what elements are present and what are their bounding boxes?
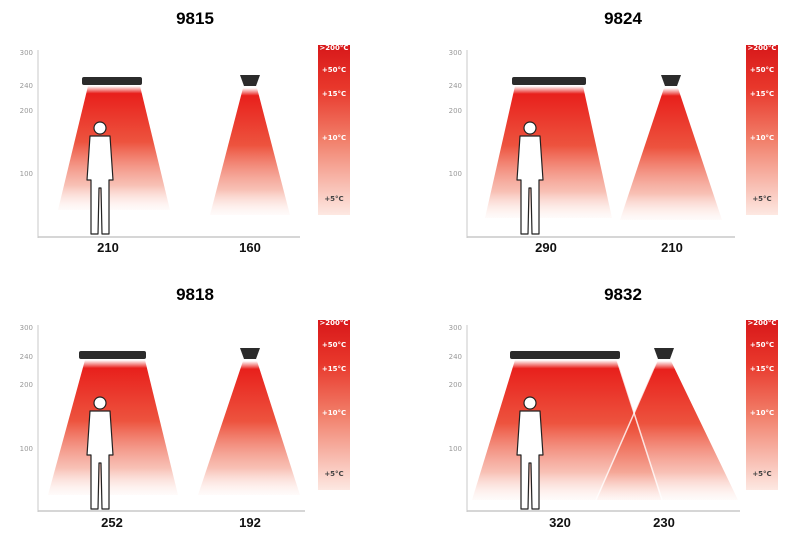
y-tick-label: 100 (20, 445, 33, 453)
width-label: 290 (535, 240, 557, 255)
temperature-gradient-bar (318, 320, 350, 490)
temperature-scale: >200°C +50°C +15°C +10°C +5°C (318, 319, 350, 490)
person-silhouette (86, 121, 114, 235)
temp-label: +15°C (322, 365, 346, 373)
y-tick-label: 240 (449, 82, 462, 90)
panel-title: 9832 (604, 285, 642, 304)
y-tick-label: 100 (449, 170, 462, 178)
panel-9832: 9832 300 240 200 100 320 230 >200°C +50°… (449, 285, 778, 530)
panel-9824: 9824 300 240 200 100 290 210 >200°C +50°… (449, 9, 778, 255)
narrow-heater (240, 348, 260, 359)
y-tick-label: 300 (449, 324, 462, 332)
width-label: 230 (653, 515, 675, 530)
heat-beam-wide (485, 86, 612, 218)
heat-beam-wide (58, 86, 170, 210)
width-label: 210 (97, 240, 119, 255)
temp-label: >200°C (319, 44, 348, 52)
temp-label: +15°C (322, 90, 346, 98)
y-tick-label: 200 (449, 381, 462, 389)
y-tick-label: 300 (20, 324, 33, 332)
temperature-scale: >200°C +50°C +15°C +10°C +5°C (746, 319, 778, 490)
heat-beam-narrow (596, 361, 738, 500)
y-tick-label: 200 (20, 381, 33, 389)
wide-heater (82, 77, 142, 85)
temperature-gradient-bar (318, 45, 350, 215)
y-axis: 300 240 200 100 (449, 324, 468, 512)
beam-overlap-edge (595, 360, 658, 501)
width-label: 192 (239, 515, 261, 530)
temp-label: >200°C (319, 319, 348, 327)
panel-title: 9824 (604, 9, 642, 28)
temperature-scale: >200°C +50°C +15°C +10°C +5°C (746, 44, 778, 215)
heat-beam-wide (48, 360, 178, 495)
width-label: 160 (239, 240, 261, 255)
narrow-heater (654, 348, 674, 359)
temperature-scale: >200°C +50°C +15°C +10°C +5°C (318, 44, 350, 215)
y-tick-label: 300 (20, 49, 33, 57)
narrow-heater (240, 75, 260, 86)
temp-label: +10°C (322, 409, 346, 417)
person-silhouette (516, 396, 544, 510)
temp-label: >200°C (747, 319, 776, 327)
temp-label: +10°C (750, 134, 774, 142)
beam-overlap-edge (616, 359, 663, 501)
temp-label: >200°C (747, 44, 776, 52)
y-tick-label: 240 (20, 82, 33, 90)
y-tick-label: 200 (449, 107, 462, 115)
temp-label: +15°C (750, 90, 774, 98)
panel-title: 9815 (176, 9, 214, 28)
temperature-gradient-bar (746, 45, 778, 215)
person-silhouette (86, 396, 114, 510)
panel-title: 9818 (176, 285, 214, 304)
wide-heater (79, 351, 146, 359)
temp-label: +5°C (324, 195, 343, 203)
y-tick-label: 240 (449, 353, 462, 361)
y-tick-label: 100 (449, 445, 462, 453)
heat-beam-narrow (620, 88, 722, 220)
temp-label: +10°C (750, 409, 774, 417)
y-tick-label: 100 (20, 170, 33, 178)
temp-label: +15°C (750, 365, 774, 373)
width-label: 252 (101, 515, 123, 530)
temperature-gradient-bar (746, 320, 778, 490)
y-axis: 300 240 200 100 (20, 49, 39, 238)
heat-beam-narrow (198, 361, 300, 495)
person-silhouette (516, 121, 544, 235)
temp-label: +5°C (752, 470, 771, 478)
panel-9818: 9818 300 240 200 100 252 192 >200°C +50°… (20, 285, 350, 530)
temp-label: +5°C (752, 195, 771, 203)
panel-9815: 9815 300 240 200 100 210 160 >200°C +50°… (20, 9, 350, 255)
temp-label: +50°C (322, 341, 346, 349)
wide-heater (512, 77, 586, 85)
narrow-heater (661, 75, 681, 86)
y-tick-label: 240 (20, 353, 33, 361)
temp-label: +50°C (322, 66, 346, 74)
temp-label: +50°C (750, 341, 774, 349)
y-axis: 300 240 200 100 (449, 49, 468, 238)
y-tick-label: 300 (449, 49, 462, 57)
y-tick-label: 200 (20, 107, 33, 115)
width-label: 320 (549, 515, 571, 530)
wide-heater (510, 351, 620, 359)
y-axis: 300 240 200 100 (20, 324, 39, 512)
temp-label: +5°C (324, 470, 343, 478)
heat-beam-narrow (210, 88, 290, 215)
temp-label: +50°C (750, 66, 774, 74)
temp-label: +10°C (322, 134, 346, 142)
width-label: 210 (661, 240, 683, 255)
